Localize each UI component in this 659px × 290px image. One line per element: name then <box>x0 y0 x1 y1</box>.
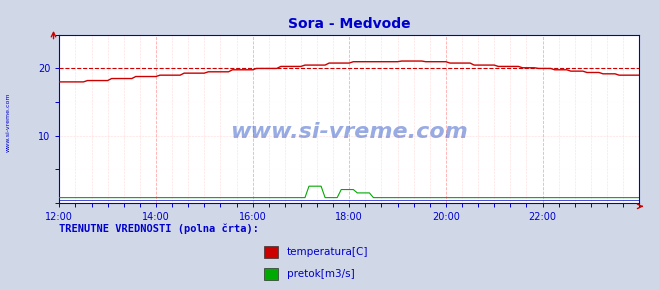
Text: www.si-vreme.com: www.si-vreme.com <box>6 92 11 152</box>
Text: TRENUTNE VREDNOSTI (polna črta):: TRENUTNE VREDNOSTI (polna črta): <box>59 224 259 234</box>
Text: www.si-vreme.com: www.si-vreme.com <box>231 122 468 142</box>
Text: pretok[m3/s]: pretok[m3/s] <box>287 269 355 279</box>
Title: Sora - Medvode: Sora - Medvode <box>288 17 411 31</box>
Text: temperatura[C]: temperatura[C] <box>287 247 368 257</box>
